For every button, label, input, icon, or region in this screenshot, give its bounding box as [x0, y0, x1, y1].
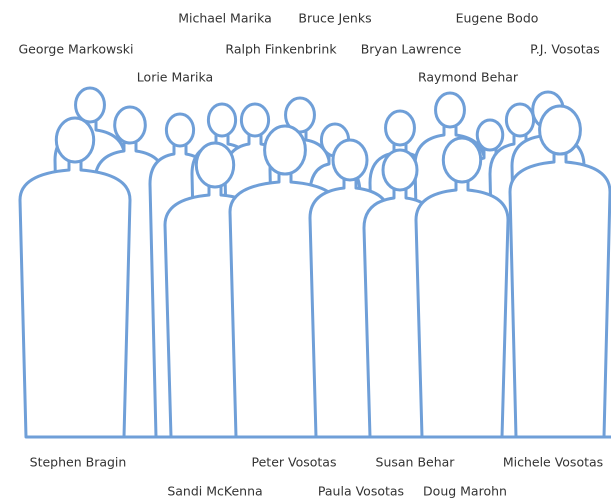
- silhouettes: [18, 86, 611, 439]
- name-label: Lorie Marika: [137, 70, 213, 85]
- name-label: Paula Vosotas: [318, 484, 404, 499]
- name-label: Bryan Lawrence: [361, 42, 462, 57]
- name-label: Eugene Bodo: [456, 11, 539, 26]
- name-label: Michele Vosotas: [503, 455, 603, 470]
- name-label: Michael Marika: [178, 11, 272, 26]
- head: [206, 102, 238, 138]
- head: [434, 91, 466, 129]
- head: [239, 102, 271, 138]
- name-label: George Markowski: [18, 42, 133, 57]
- head: [74, 86, 106, 124]
- head: [331, 138, 369, 182]
- head: [164, 112, 196, 148]
- body: [508, 150, 611, 439]
- head: [538, 104, 582, 156]
- name-label: Ralph Finkenbrink: [225, 42, 337, 57]
- head: [54, 116, 96, 164]
- body: [18, 158, 132, 439]
- name-label: Raymond Behar: [418, 70, 519, 85]
- body: [414, 178, 510, 439]
- name-label: Peter Vosotas: [252, 455, 337, 470]
- bottom-names: Stephen Bragin Peter Vosotas Susan Behar…: [30, 455, 604, 499]
- name-label: Doug Marohn: [423, 484, 507, 499]
- head: [504, 102, 536, 138]
- head: [263, 124, 307, 176]
- name-label: Susan Behar: [376, 455, 456, 470]
- head: [384, 109, 416, 147]
- head: [475, 118, 505, 152]
- name-label: Stephen Bragin: [30, 455, 127, 470]
- head: [441, 136, 483, 184]
- head: [113, 105, 147, 145]
- name-label: P.J. Vosotas: [530, 42, 600, 57]
- name-label: Sandi McKenna: [167, 484, 262, 499]
- top-names: Michael Marika Bruce Jenks Eugene Bodo G…: [18, 11, 599, 85]
- head: [381, 148, 419, 192]
- head: [194, 141, 236, 189]
- name-label: Bruce Jenks: [298, 11, 371, 26]
